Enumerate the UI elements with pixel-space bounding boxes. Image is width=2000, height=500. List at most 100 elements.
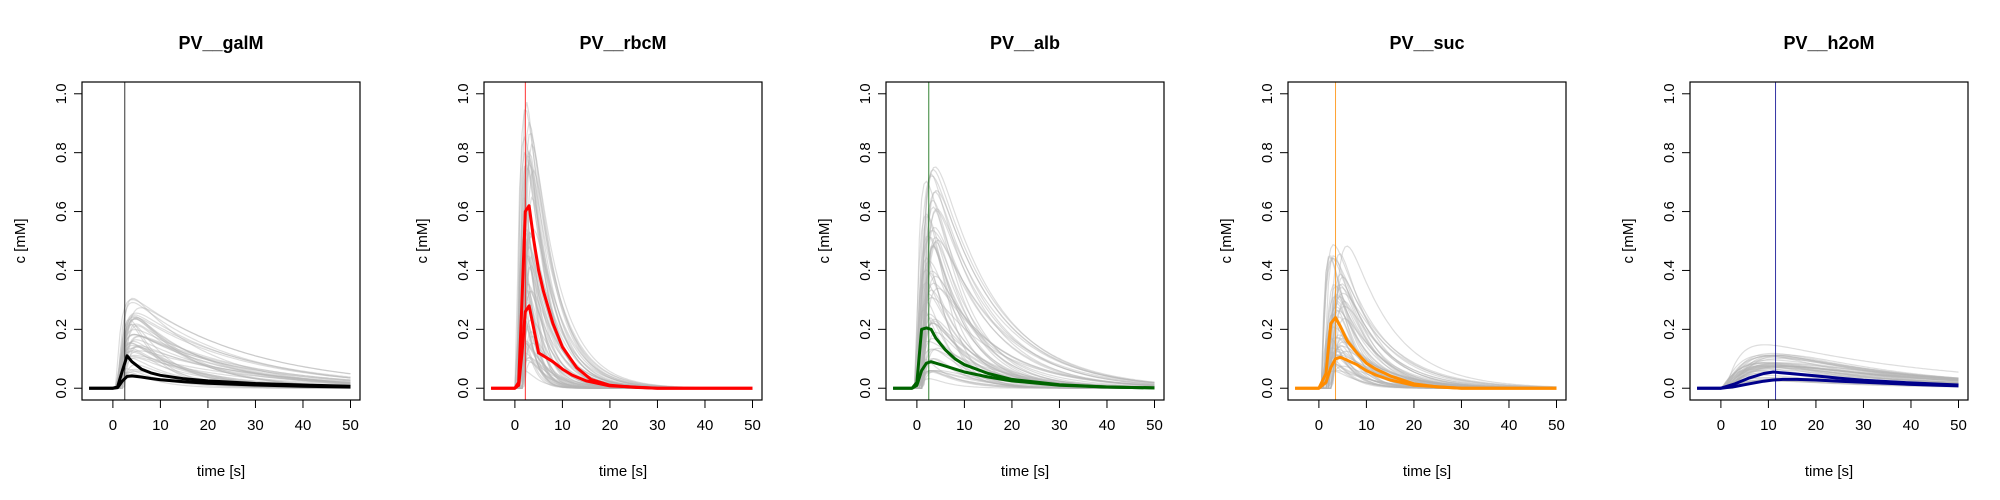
ensemble-line <box>89 333 351 389</box>
ensemble-line <box>89 301 351 389</box>
ensemble-line <box>89 312 351 389</box>
x-tick-label: 0 <box>511 417 519 434</box>
y-tick-label: 0.4 <box>53 260 70 281</box>
x-tick-label: 0 <box>1717 417 1725 434</box>
y-tick-label: 0.8 <box>1661 142 1678 163</box>
ensemble-line <box>893 239 1155 389</box>
panel-title: PV__suc <box>1389 33 1464 53</box>
ensemble-line <box>1295 276 1557 389</box>
y-tick-label: 0.0 <box>53 378 70 399</box>
x-tick-label: 40 <box>1099 417 1116 434</box>
y-tick-label: 0.4 <box>857 260 874 281</box>
ensemble-line <box>1697 365 1959 389</box>
ensemble-line <box>89 307 351 389</box>
ensemble-line <box>893 166 1155 389</box>
ensemble-line <box>1697 365 1959 389</box>
y-tick-label: 1.0 <box>857 83 874 104</box>
ensemble-line <box>1697 363 1959 389</box>
ensemble-line <box>893 287 1155 389</box>
panel-4: PV__suc 0 10 20 30 40 50 0.0 0.2 0.4 0.6 0.8 1.0 time… <box>1218 33 1567 480</box>
y-tick-label: 0.2 <box>1259 319 1276 340</box>
ensemble-line <box>893 208 1155 389</box>
y-tick-label: 1.0 <box>53 83 70 104</box>
x-tick-label: 0 <box>913 417 921 434</box>
y-tick-label: 0.2 <box>53 319 70 340</box>
ensemble-line <box>89 316 351 389</box>
plot-frame <box>483 81 763 401</box>
x-tick-label: 20 <box>1808 417 1825 434</box>
panel-5: PV__h2oM 0 10 20 30 40 50 0.0 0.2 0.4 0.6 0.8 1.0 tim… <box>1620 33 1969 480</box>
ensemble-line <box>1697 354 1959 389</box>
x-tick-label: 40 <box>1903 417 1920 434</box>
x-tick-label: 40 <box>1501 417 1518 434</box>
ensemble-line <box>89 355 351 389</box>
ensemble-line <box>1295 245 1557 389</box>
y-tick-label: 0.8 <box>1259 142 1276 163</box>
y-axis-label: c [mM] <box>414 219 431 264</box>
ensemble-line <box>89 335 351 389</box>
x-tick-label: 50 <box>744 417 761 434</box>
y-tick-label: 0.8 <box>53 142 70 163</box>
y-axis-label: c [mM] <box>1620 219 1637 264</box>
x-tick-label: 10 <box>956 417 973 434</box>
ensemble-line <box>893 168 1155 389</box>
ensemble-line <box>1697 357 1959 389</box>
x-tick-label: 50 <box>1950 417 1967 434</box>
panel-1: PV__galM 0 10 20 30 40 50 0.0 0.2 0.4 0.6 0.8 1.0 tim… <box>12 33 361 480</box>
ensemble-line <box>893 180 1155 389</box>
x-tick-label: 50 <box>1548 417 1565 434</box>
ensemble-line <box>1697 365 1959 389</box>
y-axis-label: c [mM] <box>1218 219 1235 264</box>
x-tick-label: 30 <box>247 417 264 434</box>
ensemble-curves <box>1295 243 1557 389</box>
ensemble-line <box>1295 305 1557 389</box>
ensemble-line <box>89 316 351 389</box>
panel-title: PV__alb <box>990 33 1060 53</box>
ensemble-line <box>1697 362 1959 389</box>
ensemble-line <box>89 328 351 389</box>
y-tick-label: 0.0 <box>1661 378 1678 399</box>
ensemble-curves <box>491 101 753 389</box>
x-axis-label: time [s] <box>1403 463 1451 480</box>
ensemble-line <box>893 191 1155 389</box>
x-tick-label: 20 <box>1004 417 1021 434</box>
ensemble-line <box>1697 369 1959 389</box>
ensemble-line <box>1697 364 1959 389</box>
y-tick-label: 0.6 <box>1259 201 1276 222</box>
x-tick-label: 40 <box>295 417 312 434</box>
ensemble-line <box>1697 365 1959 389</box>
series-line-2 <box>1295 355 1557 390</box>
ensemble-line <box>89 318 351 389</box>
ensemble-line <box>89 297 351 389</box>
ensemble-line <box>1697 344 1959 389</box>
ensemble-line <box>89 371 351 389</box>
x-axis-label: time [s] <box>599 463 647 480</box>
ensemble-line <box>893 240 1155 389</box>
x-tick-label: 10 <box>554 417 571 434</box>
x-tick-label: 20 <box>602 417 619 434</box>
ensemble-line <box>1697 366 1959 389</box>
x-tick-label: 10 <box>1358 417 1375 434</box>
ensemble-line <box>1697 356 1959 389</box>
y-tick-label: 0.2 <box>455 319 472 340</box>
ensemble-line <box>1697 365 1959 389</box>
plot-frame <box>885 81 1165 401</box>
ensemble-line <box>89 368 351 389</box>
y-tick-label: 0.2 <box>1661 319 1678 340</box>
x-tick-label: 40 <box>697 417 714 434</box>
ensemble-line <box>1295 243 1557 389</box>
x-axis-label: time [s] <box>1805 463 1853 480</box>
ensemble-line <box>893 270 1155 389</box>
ensemble-line <box>893 282 1155 389</box>
ensemble-line <box>1295 257 1557 389</box>
ensemble-line <box>491 255 753 389</box>
ensemble-line <box>89 339 351 389</box>
ensemble-line <box>1697 355 1959 389</box>
series-line-2 <box>89 374 351 390</box>
y-tick-label: 0.6 <box>455 201 472 222</box>
ensemble-line <box>893 175 1155 389</box>
plot-frame <box>1689 81 1969 401</box>
y-tick-label: 0.6 <box>53 201 70 222</box>
ensemble-line <box>1697 354 1959 389</box>
